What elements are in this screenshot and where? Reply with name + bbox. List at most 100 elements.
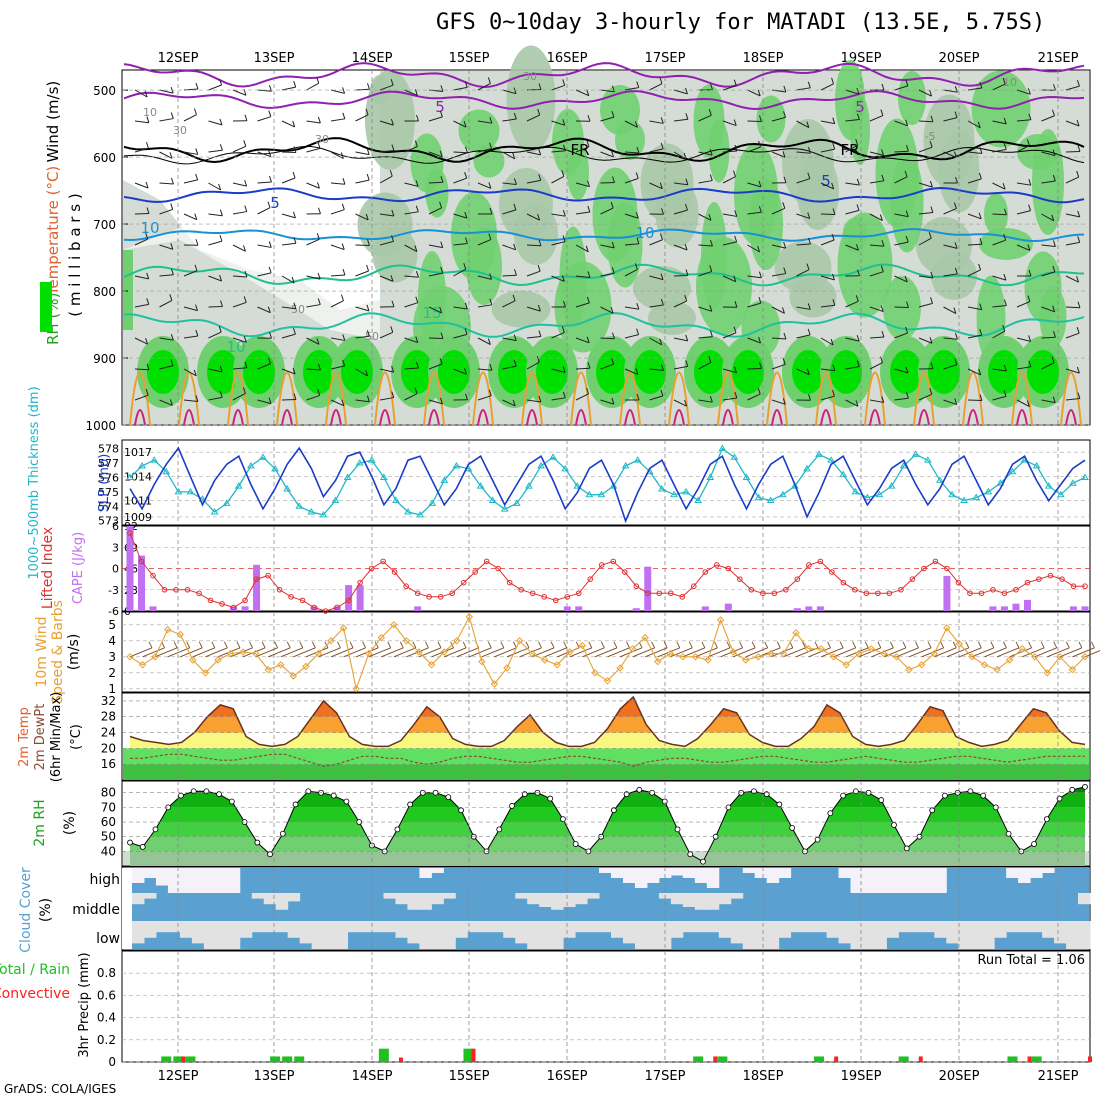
wind-barb — [465, 393, 468, 400]
wind-barb — [146, 298, 150, 305]
cloud-cell — [682, 921, 696, 933]
wind10m-barb — [695, 647, 718, 658]
wind-barb — [488, 233, 492, 240]
wind-barb — [733, 119, 737, 126]
cape-bar — [724, 603, 732, 611]
wind10m-barb — [764, 641, 769, 649]
wind10m-point — [892, 653, 901, 661]
wind-barb — [159, 118, 174, 122]
wind10m-barb — [984, 647, 1007, 658]
wind-barb — [905, 119, 909, 126]
wind-barb — [415, 336, 419, 343]
cloud-cell — [934, 921, 947, 938]
wind-barb — [733, 275, 737, 282]
wind10m-barb — [588, 641, 593, 649]
isotherm-contour — [123, 90, 1085, 111]
wind-barb — [244, 205, 248, 212]
wind10m-barb — [261, 641, 266, 649]
wind-barb — [317, 116, 321, 124]
wind-barb — [551, 213, 566, 217]
contour-label: 5 — [855, 98, 865, 116]
wind-barb — [869, 213, 883, 222]
wind-barb — [1016, 182, 1031, 186]
wind-barb — [267, 306, 271, 313]
wind10m-point — [955, 640, 964, 648]
wind-barb — [856, 113, 860, 120]
li-point — [875, 590, 881, 597]
wind10m-point — [679, 653, 687, 661]
wind-barb — [195, 395, 199, 402]
rh-cell — [466, 227, 502, 305]
wind-barb — [463, 263, 467, 270]
wind-barb — [747, 275, 762, 279]
cloud-cell — [587, 921, 600, 933]
cape-bar — [943, 575, 951, 611]
wind10m-barb — [129, 647, 153, 658]
precip-total-bar — [173, 1056, 184, 1062]
y-tick-label: 500 — [93, 84, 116, 98]
wind-barb — [659, 182, 663, 189]
wind-barb — [992, 239, 1006, 246]
wind-barb — [722, 368, 737, 374]
wind-barb — [684, 203, 688, 211]
wind-barb — [649, 395, 664, 401]
wind-barb — [587, 115, 591, 122]
wind-barb — [526, 306, 541, 312]
wind10m-point — [1018, 645, 1026, 653]
bottom-x-label: 18SEP — [743, 1069, 784, 1084]
wind-barb — [635, 172, 639, 179]
wind-barb — [806, 121, 810, 128]
cloud-cell — [431, 893, 444, 905]
wind10m-barb — [362, 641, 367, 649]
wind-barb — [1041, 336, 1056, 339]
wind-barb — [967, 120, 981, 129]
cloud-cell — [958, 921, 971, 949]
wind-barb — [404, 146, 418, 153]
wind-barb — [428, 363, 443, 370]
wind10m-point — [302, 662, 310, 671]
wind-barb — [537, 108, 541, 116]
wind-barb — [954, 86, 958, 93]
wind-barb — [268, 110, 272, 117]
li-tick-label: -3 — [108, 584, 119, 597]
cape-bar — [333, 606, 341, 611]
li-point — [771, 590, 778, 597]
wind-barb — [391, 300, 395, 307]
wind10m-point — [126, 653, 134, 661]
rh-point — [1031, 841, 1037, 847]
wind-barb — [649, 275, 664, 281]
rh-cell — [789, 276, 837, 318]
wind10m-barb — [148, 641, 153, 649]
wind10m-barb — [192, 647, 215, 658]
wind-barb — [257, 244, 272, 248]
wind-barb — [1052, 109, 1055, 116]
wind-barb — [219, 144, 223, 151]
li-point — [495, 565, 501, 572]
cloud-cell — [395, 921, 408, 938]
wind-barb — [390, 275, 394, 282]
cloud-cell — [814, 921, 828, 933]
wind-barb — [477, 239, 492, 246]
thickness-point — [948, 490, 956, 498]
precip-total-bar — [693, 1056, 704, 1062]
wind10m-barb — [513, 641, 517, 649]
rh-band — [130, 836, 1085, 852]
wind-barb — [1041, 399, 1056, 404]
li-point — [219, 601, 225, 607]
li-point — [506, 579, 513, 586]
wind-barb — [561, 170, 565, 177]
surface-contour — [918, 409, 930, 426]
top-x-label: 18SEP — [743, 51, 784, 66]
wind-barb — [453, 243, 468, 246]
wind10m-point — [289, 672, 298, 680]
cloud-cell — [754, 921, 768, 949]
wind10m-point — [176, 630, 184, 639]
wind10m-barb — [393, 647, 417, 658]
surface-contour — [428, 409, 440, 426]
cloud-cell — [263, 893, 277, 905]
wind-barb — [610, 201, 614, 209]
wind10m-barb — [915, 641, 919, 649]
wind-barb — [992, 305, 1007, 308]
wind-barb — [208, 396, 223, 401]
wind10m-point — [641, 633, 649, 642]
